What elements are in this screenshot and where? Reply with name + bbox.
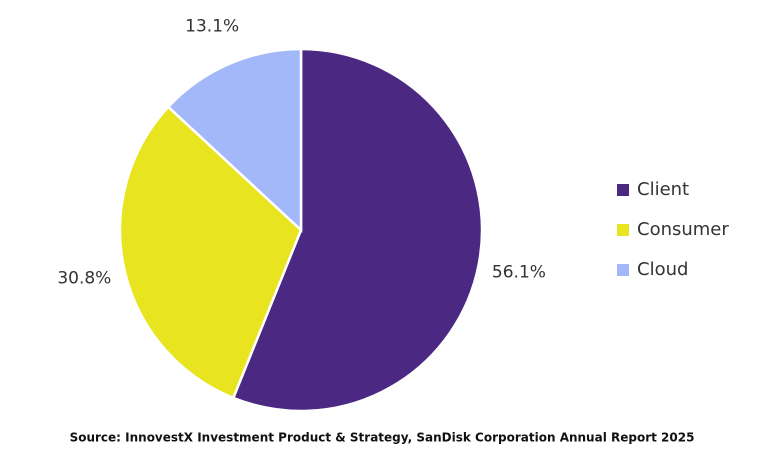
data-label: 13.1% [185, 17, 239, 37]
source: Source: InnovestX Investment Product & S… [70, 431, 695, 445]
legend-label: Consumer [637, 219, 729, 240]
pie-slice [118, 105, 303, 400]
legend-swatch [617, 224, 629, 236]
data-label: 56.1% [492, 262, 546, 282]
pie-slice [166, 47, 303, 233]
legend-label: Client [637, 179, 689, 200]
legend-swatch [617, 264, 629, 276]
legend-swatch [617, 184, 629, 196]
legend-label: Cloud [637, 259, 688, 280]
pie-slice [231, 47, 484, 413]
data-label: 30.8% [57, 268, 111, 288]
